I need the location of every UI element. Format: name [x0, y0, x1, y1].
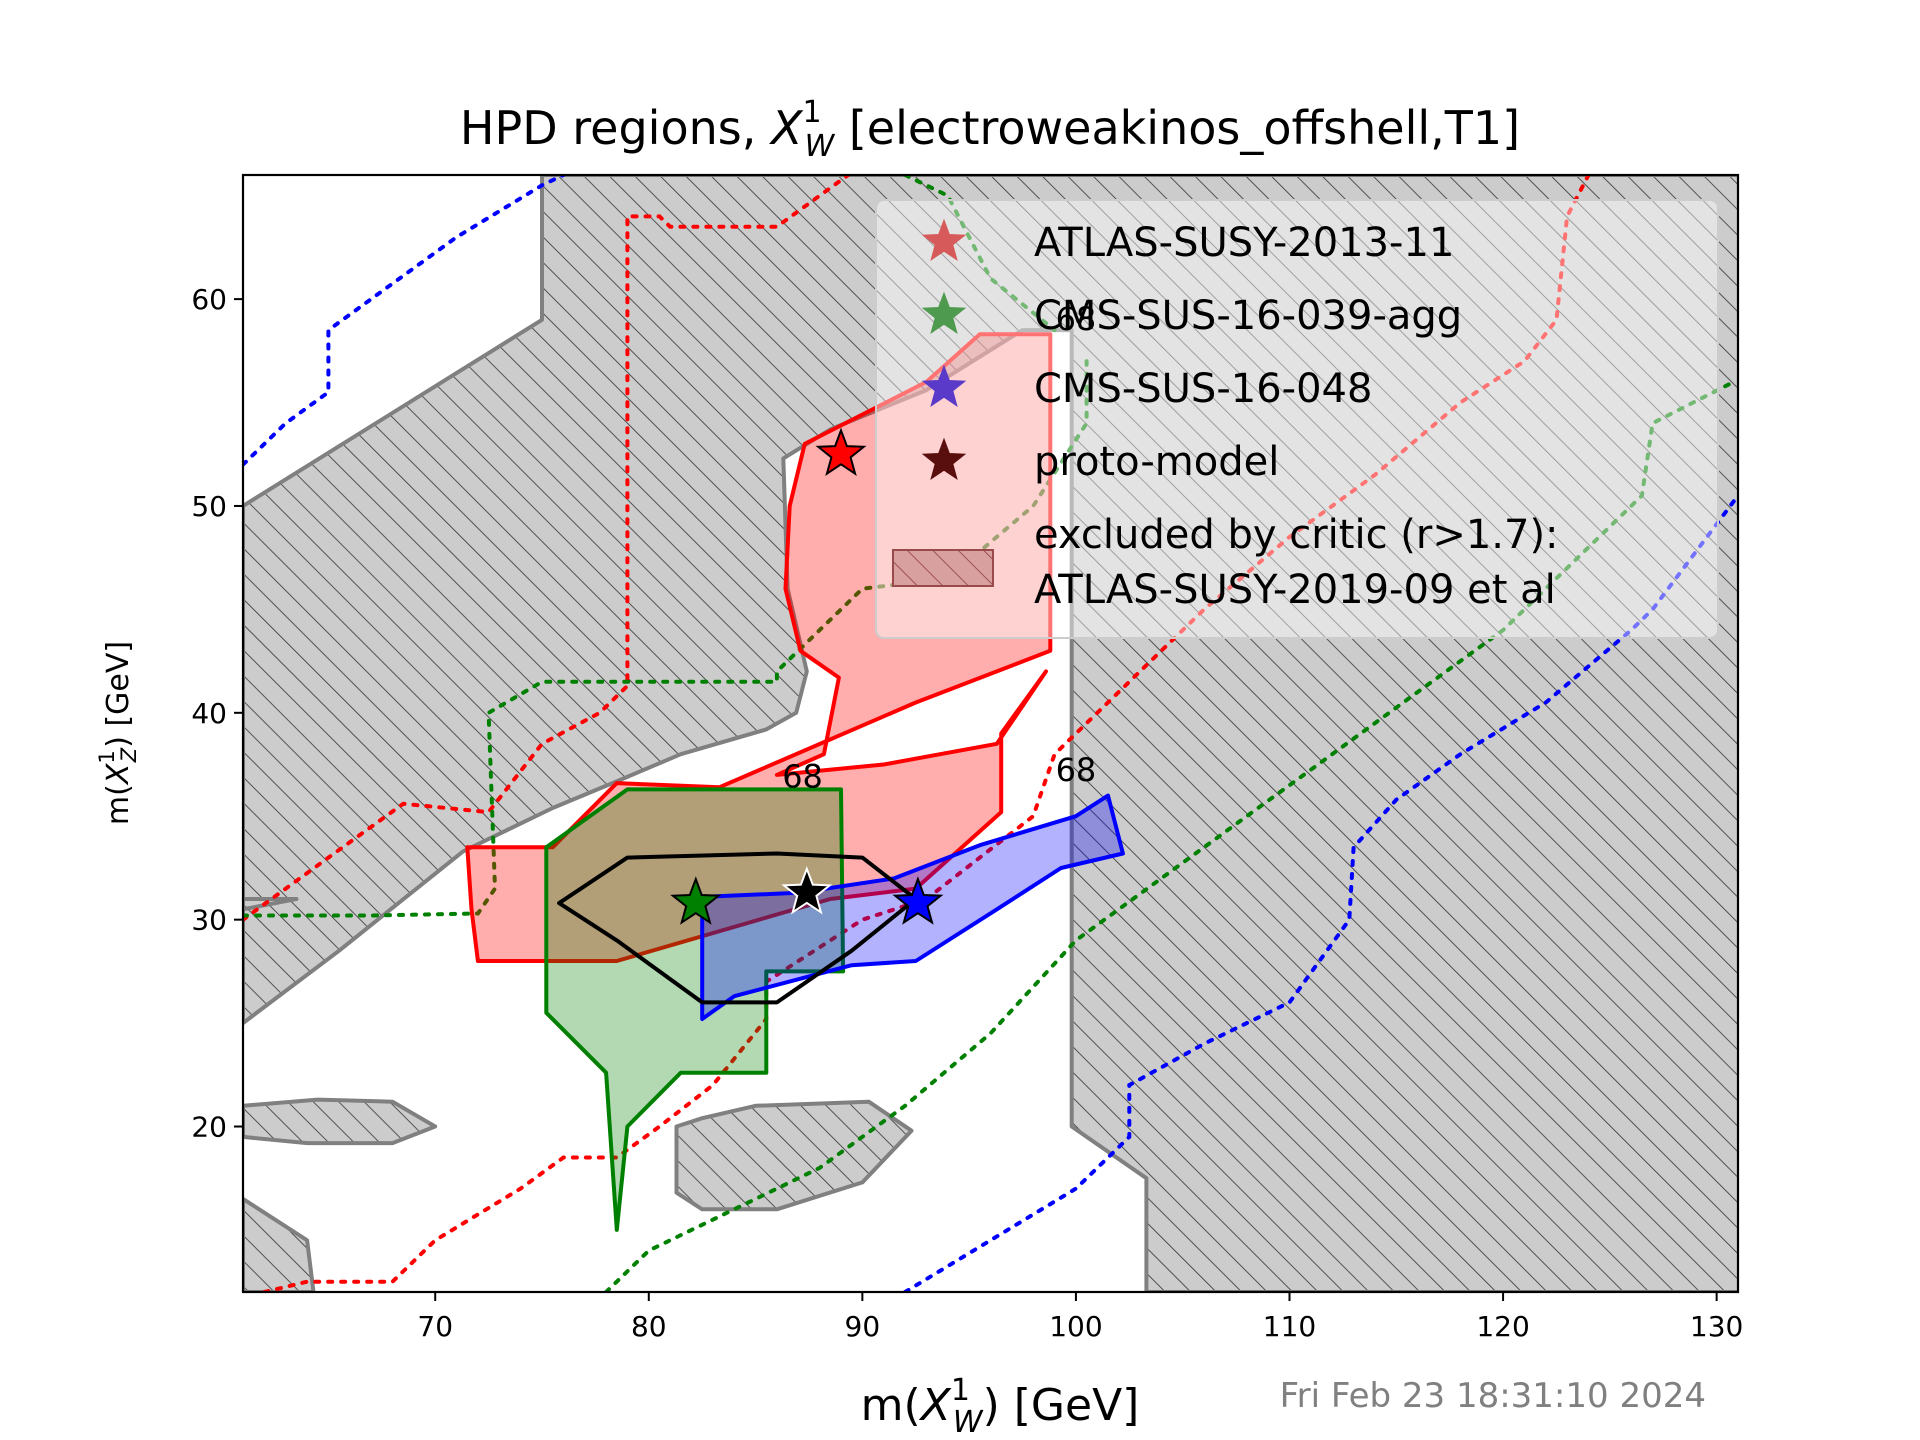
x-tick-label-120: 120: [1476, 1310, 1529, 1343]
legend-label-cms-sus-16-048: CMS-SUS-16-048: [1034, 366, 1372, 412]
x-tick-label-70: 70: [417, 1310, 453, 1343]
x-tick-label-90: 90: [845, 1310, 881, 1343]
axes-frame: [241, 173, 1740, 1294]
hpd-region-proto-model: [557, 851, 918, 1005]
dotted-curve-cms-sus-16-048-lower: [903, 493, 1738, 1292]
y-tick-label-60: 60: [191, 283, 227, 316]
x-tick-label-130: 130: [1690, 1310, 1743, 1343]
dotted-curve-atlas-susy-2013-11-upper: [243, 175, 852, 922]
y-tick-label-40: 40: [191, 697, 227, 730]
excluded-region-3: [674, 1099, 914, 1212]
dotted-curve-cms-sus-16-039-agg-lower: [604, 379, 1736, 1292]
hpd-region-atlas-susy-2013-11: [465, 332, 1053, 963]
hpd-region-cms-sus-16-039-agg: [544, 787, 846, 1232]
excluded-region-4: [243, 1196, 316, 1292]
excluded-region-1: [243, 897, 299, 912]
timestamp: Fri Feb 23 18:31:10 2024: [1280, 1376, 1706, 1416]
plot-area: ATLAS-SUSY-2013-11 CMS-SUS-16-039-agg CMS-…: [191, 173, 1743, 1343]
legend-label-atlas-susy-2013-11: ATLAS-SUSY-2013-11: [1034, 220, 1454, 266]
legend-marker-cms-sus-16-039-agg: [921, 291, 967, 334]
legend-label-proto-model: proto-model: [1034, 439, 1279, 485]
legend-marker-cms-sus-16-048: [921, 364, 967, 407]
dotted-curve-cms-sus-16-039-agg: [243, 359, 1089, 918]
legend-label-excluded: excluded by critic (r>1.7):: [1034, 512, 1559, 558]
contour-label-0: 68: [782, 757, 823, 795]
best-fit-star-atlas-susy-2013-11: [815, 427, 867, 477]
legend-marker-atlas-susy-2013-11: [921, 218, 967, 261]
best-fit-star-cms-sus-16-048: [892, 876, 944, 925]
legend-frame: [875, 199, 1719, 639]
y-axis-label: m(X1Z) [GeV]: [95, 641, 141, 825]
chart-title: HPD regions, X1 W [electroweakinos_offshe…: [460, 95, 1520, 164]
y-axis-ticks: 20 30 40 50 60: [191, 283, 243, 1144]
legend-label-excluded-analyses: ATLAS-SUSY-2019-09 et al: [1034, 567, 1556, 613]
best-fit-star-proto-model: [781, 865, 833, 915]
x-tick-label-100: 100: [1049, 1310, 1102, 1343]
x-axis-label: m(X1 W) [GeV]: [861, 1373, 1140, 1440]
contour-labels: 68 68 68: [782, 300, 1096, 795]
contour-label-2: 68: [1056, 300, 1097, 338]
legend-label-cms-sus-16-039-agg: CMS-SUS-16-039-agg: [1034, 293, 1462, 339]
best-fit-markers: [670, 427, 944, 925]
contour-label-1: 68: [1056, 751, 1097, 789]
y-tick-label-20: 20: [191, 1111, 227, 1144]
best-fit-star-cms-sus-16-039-agg: [670, 876, 722, 925]
dotted-curve-cms-sus-16-039-agg-upper: [903, 175, 1057, 333]
x-tick-label-110: 110: [1263, 1310, 1316, 1343]
legend: ATLAS-SUSY-2013-11 CMS-SUS-16-039-agg CMS-…: [875, 199, 1719, 639]
y-tick-label-30: 30: [191, 904, 227, 937]
excluded-region-2: [243, 1097, 438, 1146]
dotted-curve-cms-sus-16-048: [243, 175, 566, 467]
legend-marker-excluded: [892, 549, 994, 587]
x-axis-ticks: 70 80 90 100 110 120 130: [417, 1292, 1743, 1343]
y-tick-label-50: 50: [191, 490, 227, 523]
legend-marker-proto-model: [921, 437, 967, 480]
x-tick-label-80: 80: [631, 1310, 667, 1343]
